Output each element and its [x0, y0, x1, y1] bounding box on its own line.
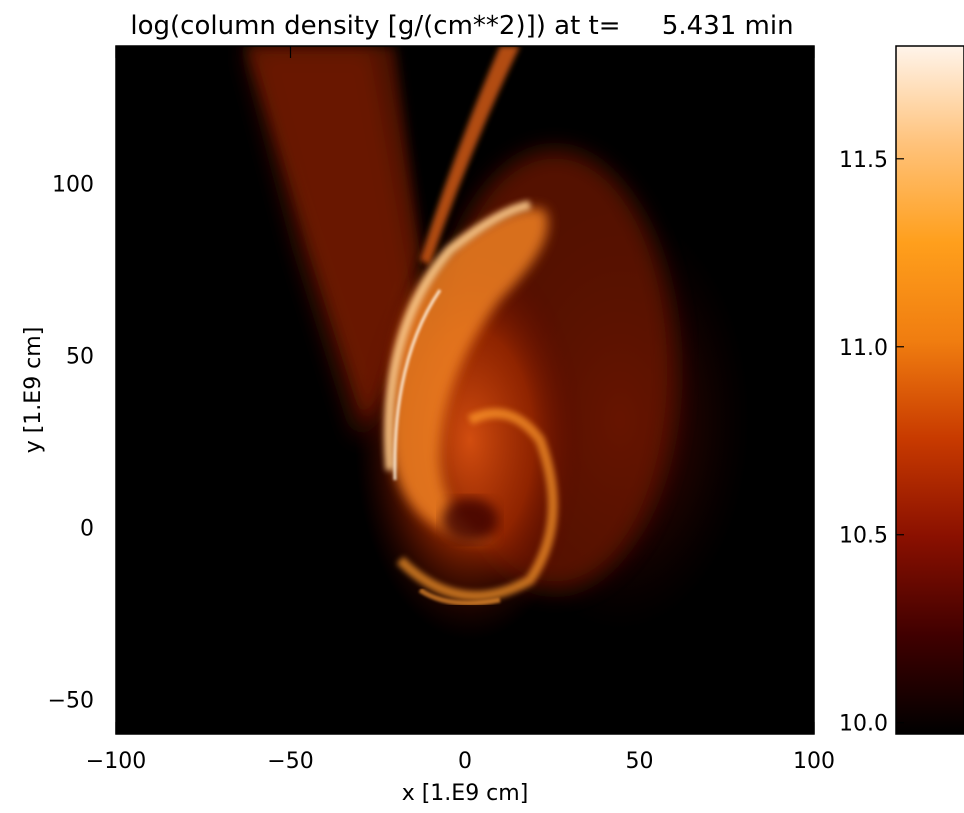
colorbar-frame	[895, 45, 964, 735]
x-axis-ticks: −100 −50 0 50 100	[86, 46, 835, 774]
density-vortex-core	[442, 498, 498, 542]
density-spiral-arm	[389, 208, 548, 540]
density-lower-wisp	[418, 587, 501, 606]
plot-area	[116, 46, 814, 734]
x-axis-label: x [1.E9 cm]	[402, 781, 529, 806]
colorbar: 10.0 10.5 11.0 11.5	[839, 45, 964, 737]
colorbar-tick-label: 11.0	[839, 336, 888, 361]
density-spiral-ridge	[384, 200, 531, 471]
colorbar-tick-label: 10.5	[839, 524, 888, 549]
density-lower-loop	[396, 408, 558, 601]
x-tick-label: 50	[626, 749, 654, 774]
density-spiral-edge	[393, 289, 442, 481]
x-tick-label: 0	[458, 749, 472, 774]
x-tick-label: −100	[86, 749, 146, 774]
colorbar-tick-label: 11.5	[839, 148, 888, 173]
y-tick-label: 0	[80, 517, 94, 542]
y-axis-label: y [1.E9 cm]	[21, 327, 46, 454]
x-tick-label: −50	[267, 749, 313, 774]
x-tick-label: 100	[793, 749, 835, 774]
y-axis-ticks: −50 0 50 100	[48, 173, 814, 714]
colorbar-ticks: 10.0 10.5 11.0 11.5	[839, 148, 904, 737]
colorbar-tick-label: 10.0	[839, 712, 888, 737]
y-tick-label: −50	[48, 689, 94, 714]
y-tick-label: 50	[66, 345, 94, 370]
y-tick-label: 100	[52, 173, 94, 198]
density-filament	[420, 46, 520, 265]
colorbar-gradient	[896, 46, 964, 734]
chart-title: log(column density [g/(cm**2)]) at t= 5.…	[130, 11, 793, 41]
